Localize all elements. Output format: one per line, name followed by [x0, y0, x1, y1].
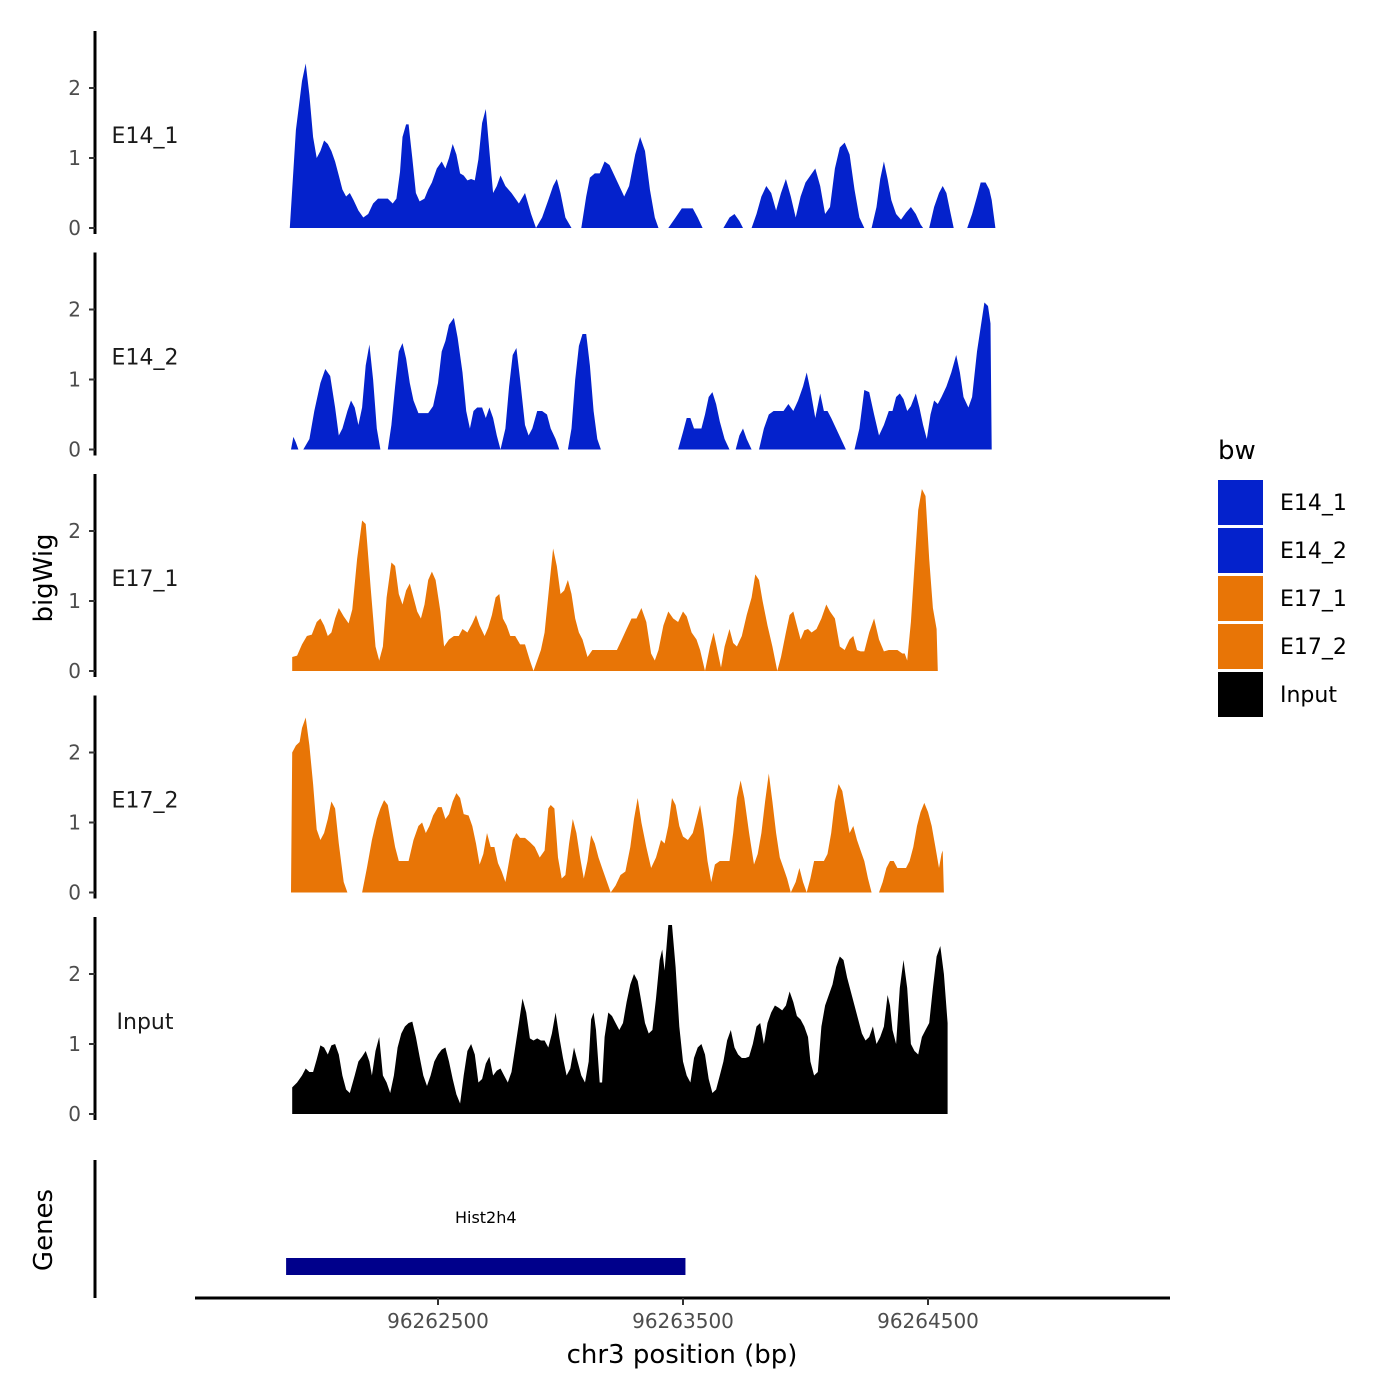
signal-tracks: 0 1 2 E14_1 0 1 2 E14_2 0 1 2 E17_1 0 1 2 E17_2 0 1 2 Input — [68, 31, 996, 1126]
y-tick-label: 2 — [68, 298, 81, 322]
track-label: E17_1 — [112, 567, 179, 592]
legend-label: E17_1 — [1280, 587, 1347, 612]
gene-label: Hist2h4 — [455, 1208, 517, 1227]
track-e17-1: 0 1 2 E17_1 — [68, 474, 938, 683]
legend-label: E14_2 — [1280, 539, 1347, 564]
legend-swatch — [1218, 528, 1263, 573]
x-tick-label: 96262500 — [387, 1309, 489, 1333]
legend-swatch — [1218, 480, 1263, 525]
genes-panel: Hist2h4 — [93, 1160, 686, 1298]
signal-area — [291, 302, 992, 450]
track-e14-2: 0 1 2 E14_2 — [68, 252, 992, 462]
track-label: E17_2 — [112, 789, 179, 814]
x-tick-label: 96263500 — [632, 1309, 734, 1333]
y-tick-label: 0 — [68, 216, 81, 240]
y-tick-label: 2 — [68, 962, 81, 986]
x-tick-label: 96264500 — [877, 1309, 979, 1333]
signal-area — [289, 63, 996, 228]
legend-label: E14_1 — [1280, 491, 1347, 516]
signal-area — [292, 925, 948, 1114]
track-label: Input — [117, 1010, 174, 1035]
x-axis-title: chr3 position (bp) — [567, 1340, 798, 1370]
y-tick-label: 0 — [68, 438, 81, 462]
gene-body — [286, 1258, 686, 1275]
y-tick-label: 2 — [68, 519, 81, 543]
genes-axis-title: Genes — [29, 1189, 59, 1271]
y-tick-label: 1 — [68, 146, 81, 170]
y-tick-label: 2 — [68, 76, 81, 100]
x-axis: 96262500 96263500 96264500 — [195, 1296, 1170, 1333]
track-label: E14_1 — [112, 124, 179, 149]
y-tick-label: 0 — [68, 659, 81, 683]
signal-area — [292, 489, 938, 671]
y-tick-label: 2 — [68, 741, 81, 765]
y-tick-label: 1 — [68, 368, 81, 392]
track-input: 0 1 2 Input — [68, 917, 948, 1126]
legend: bw E14_1 E14_2 E17_1 E17_2 Input — [1218, 436, 1347, 717]
legend-title: bw — [1218, 436, 1256, 466]
legend-swatch — [1218, 624, 1263, 669]
legend-label: Input — [1280, 683, 1337, 708]
track-e14-1: 0 1 2 E14_1 — [68, 31, 996, 240]
track-e17-2: 0 1 2 E17_2 — [68, 695, 944, 905]
y-tick-label: 1 — [68, 811, 81, 835]
legend-swatch — [1218, 576, 1263, 621]
y-axis-title: bigWig — [29, 533, 59, 622]
y-tick-label: 1 — [68, 1032, 81, 1056]
y-tick-label: 0 — [68, 1102, 81, 1126]
legend-label: E17_2 — [1280, 635, 1347, 660]
track-label: E14_2 — [112, 346, 179, 371]
signal-area — [291, 717, 944, 893]
y-tick-label: 0 — [68, 881, 81, 905]
y-tick-label: 1 — [68, 589, 81, 613]
legend-swatch — [1218, 672, 1263, 717]
